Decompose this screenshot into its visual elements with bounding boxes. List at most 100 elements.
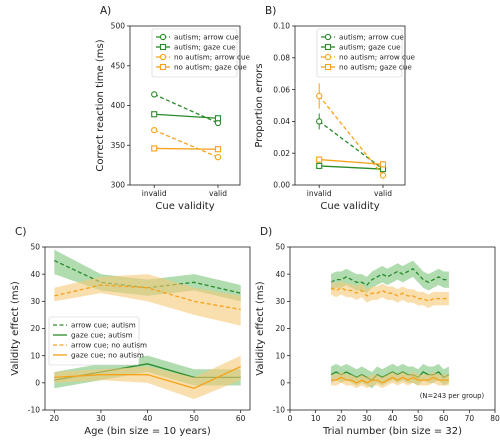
series-line — [153, 93, 219, 124]
x-tick-label: valid — [374, 189, 392, 198]
x-tick-label: 70 — [465, 414, 475, 423]
legend-marker — [159, 33, 167, 41]
x-tick-label: 60 — [439, 414, 449, 423]
legend-entry: no autism; gaze cue — [174, 63, 247, 72]
legend-frame — [48, 316, 140, 366]
confidence-band — [54, 274, 241, 326]
legend-marker — [159, 63, 167, 71]
x-tick-label: invalid — [307, 189, 332, 198]
y-tick-label: 0.02 — [273, 149, 290, 158]
y-tick-label: 40 — [30, 270, 40, 279]
legend-frame — [151, 28, 238, 78]
legend-entry: gaze cue; autism — [71, 331, 133, 340]
y-axis-label: Proportion errors — [254, 63, 265, 147]
y-tick-label: 500 — [111, 22, 126, 31]
x-axis-label: Cue validity — [320, 201, 379, 212]
confidence-band — [331, 280, 449, 309]
legend-entry: arrow cue; no autism — [71, 341, 147, 350]
series-line — [54, 365, 241, 389]
legend-entry: autism; arrow cue — [339, 33, 404, 42]
legend-marker — [324, 33, 332, 41]
y-tick-label: 350 — [111, 141, 126, 150]
series-line — [54, 284, 241, 311]
data-point — [379, 172, 387, 179]
legend-entry: autism; gaze cue — [174, 43, 236, 52]
x-tick-label: 80 — [490, 414, 500, 423]
legend-entry: arrow cue; autism — [71, 321, 136, 330]
y-tick-label: 0 — [35, 379, 40, 388]
y-tick-label: 30 — [275, 297, 285, 306]
confidence-band — [331, 371, 449, 389]
data-layer — [316, 83, 387, 179]
y-tick-label: 40 — [275, 270, 285, 279]
y-tick-label: 0.06 — [273, 85, 290, 94]
legend-marker — [324, 63, 332, 71]
x-tick-label: invalid — [142, 189, 167, 198]
y-axis-label: Correct reaction time (ms) — [95, 39, 106, 171]
series-line — [319, 165, 384, 170]
data-layer — [54, 249, 241, 400]
y-tick-label: 450 — [111, 61, 126, 70]
panel-label: A) — [100, 5, 111, 17]
y-tick-label: 50 — [30, 243, 40, 252]
y-tick-label: 0.04 — [273, 117, 290, 126]
series-line — [330, 287, 449, 303]
y-tick-label: 30 — [30, 297, 40, 306]
x-tick-label: valid — [209, 189, 227, 198]
series-line — [330, 267, 449, 286]
x-tick-label: 20 — [50, 414, 60, 423]
x-tick-label: 10 — [311, 414, 321, 423]
legend-entry: autism; gaze cue — [339, 43, 401, 52]
series-line — [318, 95, 384, 176]
data-point — [151, 145, 158, 152]
data-point — [316, 92, 323, 100]
data-layer — [330, 260, 450, 389]
x-tick-label: 40 — [388, 414, 398, 423]
legend-marker — [324, 43, 332, 51]
panel-label: B) — [265, 5, 276, 17]
x-tick-label: 40 — [143, 414, 153, 423]
panel-c: C) -10 0 10 20 30 40 50 20 30 40 50 60 Age (bin size … — [10, 226, 251, 437]
x-tick-label: 20 — [336, 414, 346, 423]
y-axis-label: Validity effect (ms) — [10, 281, 21, 376]
legend-frame — [316, 28, 403, 78]
panel-a: A) 300 350 400 450 500 invalid valid Cue validit… — [95, 5, 251, 212]
data-point — [316, 162, 323, 169]
x-tick-label: 50 — [189, 414, 199, 423]
series-line — [331, 376, 449, 384]
y-tick-label: 300 — [111, 181, 126, 190]
y-tick-label: -10 — [273, 406, 285, 415]
x-tick-label: 0 — [288, 414, 293, 423]
series-line — [154, 113, 219, 119]
data-point — [151, 126, 158, 134]
legend-marker — [324, 53, 332, 61]
data-point — [214, 154, 222, 161]
panel-label: D) — [260, 226, 272, 238]
panel-b: B) 0.00 0.02 0.04 0.06 0.08 0.10 invalid valid Cu… — [254, 5, 416, 212]
y-tick-label: -10 — [28, 406, 40, 415]
y-tick-label: 20 — [30, 324, 40, 333]
x-tick-label: 30 — [362, 414, 372, 423]
legend-marker — [159, 43, 167, 51]
x-tick-label: 50 — [413, 414, 423, 423]
data-point — [316, 156, 323, 163]
y-tick-label: 10 — [30, 351, 40, 360]
x-tick-label: 30 — [96, 414, 106, 423]
legend-entry: autism; arrow cue — [174, 33, 239, 42]
plot-frame — [294, 25, 406, 186]
series-line — [318, 120, 384, 170]
legend-marker — [159, 53, 167, 61]
y-tick-label: 0.00 — [273, 181, 290, 190]
y-tick-label: 10 — [275, 351, 285, 360]
data-point — [316, 118, 323, 125]
x-tick-label: 60 — [236, 414, 246, 423]
x-axis-label: Trial number (bin size = 32) — [322, 426, 462, 437]
data-point — [214, 115, 222, 122]
y-tick-label: 400 — [111, 101, 126, 110]
data-point — [379, 161, 387, 168]
